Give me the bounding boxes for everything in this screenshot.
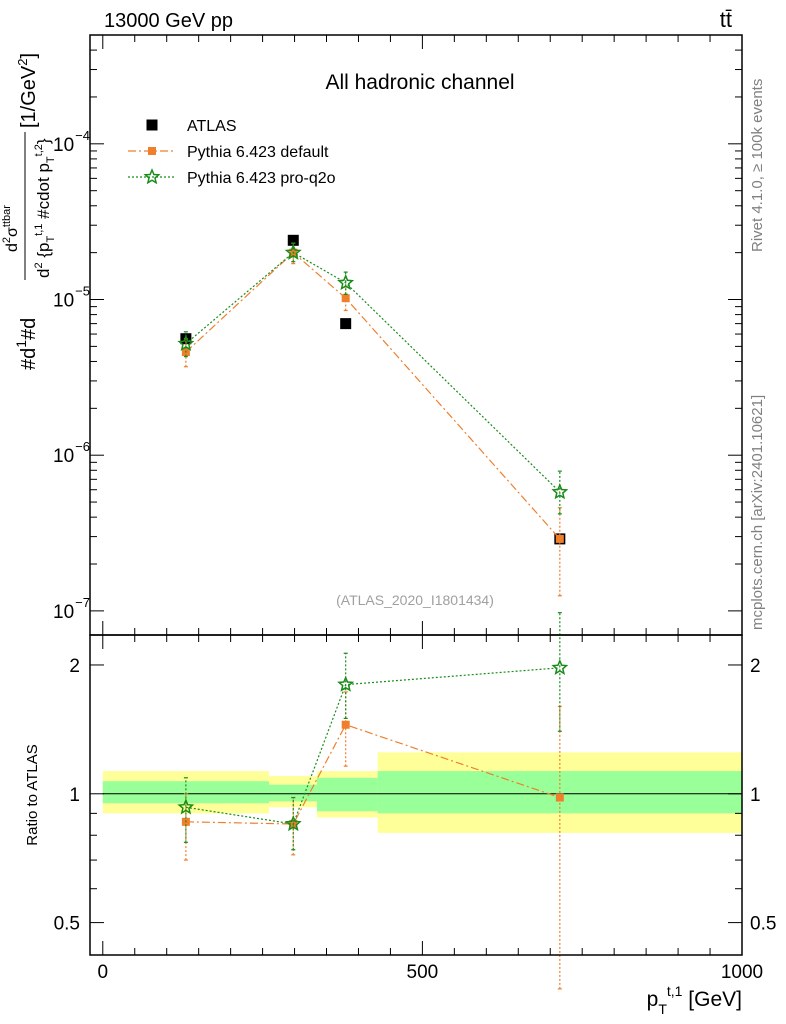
ratio-bands <box>102 752 742 833</box>
ratio-y-tick-label-right: 0.5 <box>750 914 776 935</box>
ratio-y-tick-label-right: 2 <box>750 656 761 677</box>
main-y-tick-exp: −5 <box>75 284 90 299</box>
legend-marker <box>148 147 156 155</box>
main-point-pythia-6-423-default <box>555 534 564 543</box>
ratio-point-pythia-6-423-pro-q2o <box>551 658 569 675</box>
main-y-tick-label: 10 <box>53 135 74 156</box>
main-point-pythia-6-423-pro-q2o <box>551 483 569 500</box>
watermark: (ATLAS_2020_I1801434) <box>336 592 494 608</box>
ratio-x-tick-label: 1000 <box>721 962 763 983</box>
legend-marker <box>146 119 158 131</box>
main-y-tick-label: 10 <box>53 602 74 623</box>
ratio-y-tick-label-left: 2 <box>69 656 80 677</box>
main-y-tick-label: 10 <box>53 291 74 312</box>
header-right: tt̄ <box>720 7 732 32</box>
main-ylabel-unit: [1/GeV2] <box>15 53 40 128</box>
main-ylabel-den: d2 {pTt,1 #cdot pTt,2} <box>33 138 57 278</box>
ratio-series <box>177 612 569 990</box>
legend-label: Pythia 6.423 pro-q2o <box>187 170 336 187</box>
main-y-tick-label: 10 <box>53 446 74 467</box>
main-y-tick-exp: −6 <box>75 439 90 454</box>
ratio-x-tick-label: 0 <box>97 962 108 983</box>
ratio-x-tick-label: 500 <box>407 962 439 983</box>
ratio-ticks <box>90 635 743 955</box>
main-title: All hadronic channel <box>325 71 514 94</box>
legend-label: ATLAS <box>187 118 237 135</box>
main-panel: All hadronic channel (ATLAS_2020_I180143… <box>53 34 743 636</box>
ratio-frame <box>89 634 743 956</box>
main-point-pythia-6-423-pro-q2o <box>177 334 195 351</box>
main-point-atlas <box>340 318 352 330</box>
main-ylabel: #d1#d d2σttbar d2 {pTt,1 #cdot pTt,2} [1… <box>1 53 57 370</box>
main-ylabel-num: d2σttbar <box>1 205 21 252</box>
ratio-x-tick-labels: 0 500 1000 <box>97 962 763 983</box>
source-label: mcplots.cern.ch [arXiv:2401.10621] <box>749 395 766 630</box>
ratio-point-pythia-6-423-default <box>555 793 564 802</box>
ratio-panel: 0.5 0.5 1 1 2 2 0 500 1000 Ratio to ATLAS <box>24 612 777 990</box>
legend-marker <box>143 168 161 185</box>
ratio-band-inner <box>316 777 378 812</box>
ratio-point-pythia-6-423-default <box>341 720 350 729</box>
ratio-point-pythia-6-423-pro-q2o <box>177 798 195 815</box>
ratio-line-pythia-6-423-default <box>185 723 560 825</box>
x-axis-label: pTt,1 [GeV] <box>647 983 742 1017</box>
ratio-y-tick-labels: 0.5 0.5 1 1 2 2 <box>54 656 777 935</box>
main-point-atlas <box>287 234 299 246</box>
ratio-band-inner <box>102 781 269 804</box>
ratio-y-tick-label-left: 1 <box>69 785 80 806</box>
main-ylabel-text: #d1#d <box>13 318 40 370</box>
main-y-tick-labels: 10−410−510−610−7 <box>53 128 90 623</box>
main-ticks <box>90 34 743 635</box>
rivet-label: Rivet 4.1.0, ≥ 100k events <box>749 79 766 252</box>
legend: ATLAS Pythia 6.423 default Pythia 6.423 pr… <box>128 118 336 187</box>
main-point-pythia-6-423-default <box>341 294 350 303</box>
main-point-pythia-6-423-pro-q2o <box>284 243 302 260</box>
ratio-point-pythia-6-423-pro-q2o <box>337 675 355 692</box>
ratio-point-pythia-6-423-pro-q2o <box>284 815 302 832</box>
ratio-ylabel: Ratio to ATLAS <box>24 744 41 845</box>
ratio-line-pythia-6-423-pro-q2o <box>185 667 560 825</box>
ratio-y-tick-label-left: 0.5 <box>54 914 80 935</box>
main-point-pythia-6-423-pro-q2o <box>337 273 355 291</box>
ratio-band-inner <box>268 784 317 802</box>
legend-label: Pythia 6.423 default <box>187 144 329 161</box>
main-series <box>177 234 569 597</box>
main-y-tick-exp: −4 <box>75 128 90 143</box>
main-line-pythia-6-423-pro-q2o <box>185 251 561 493</box>
header-left: 13000 GeV pp <box>104 10 233 32</box>
ratio-y-tick-label-right: 1 <box>750 785 761 806</box>
main-y-tick-exp: −7 <box>75 595 90 610</box>
main-line-pythia-6-423-default <box>185 251 561 540</box>
